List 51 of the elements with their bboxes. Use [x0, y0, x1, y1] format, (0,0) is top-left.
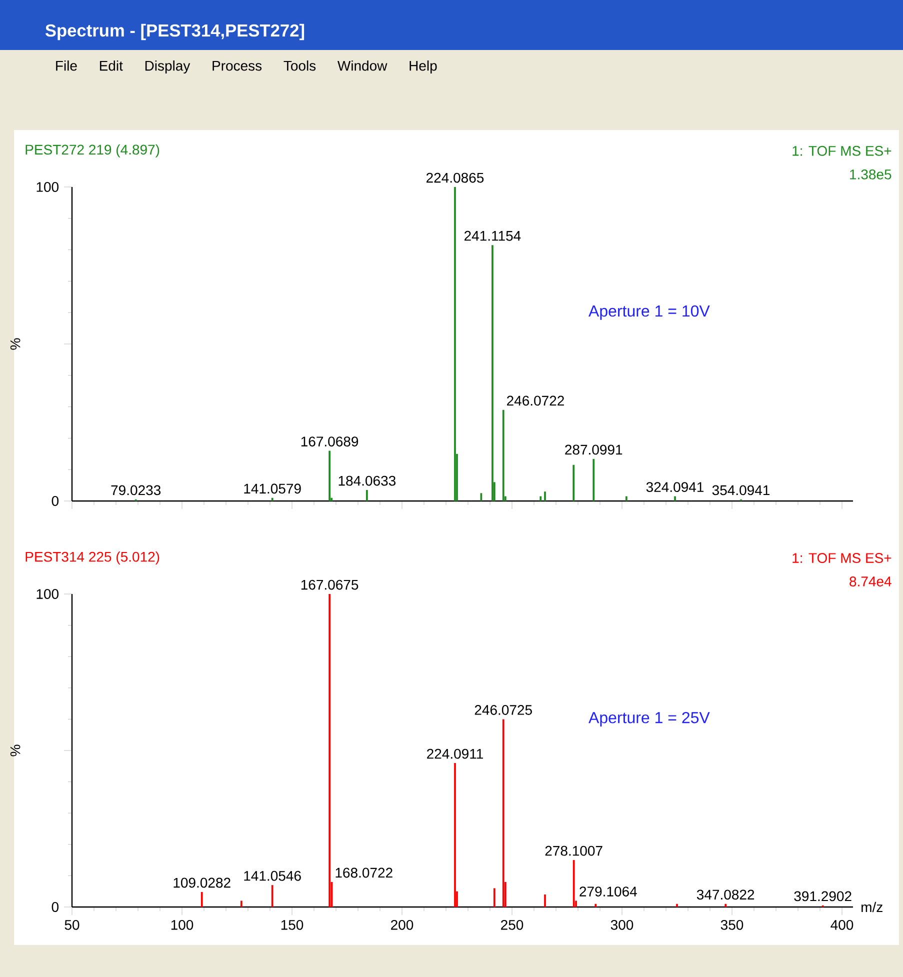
chart-title: PEST272 219 (4.897)	[26, 144, 160, 158]
annotation: 167.0675	[301, 580, 358, 590]
annotation: 224.0911	[427, 748, 483, 759]
annotation: 278.1007	[545, 846, 602, 856]
text: Window	[338, 60, 388, 71]
chart-title: PEST314 225 (5.012)	[26, 551, 160, 565]
annotation: 347.0822	[696, 890, 754, 900]
x-tick-label: 150	[281, 920, 304, 930]
y-tick-label: 100	[36, 182, 59, 192]
annotation: 324.0941	[646, 482, 704, 492]
annotation: 246.0722	[507, 396, 564, 406]
annotation: 287.0991	[565, 444, 622, 455]
text: Spectrum - [PEST314,PEST272]	[45, 24, 304, 40]
annotation: 141.0579	[244, 484, 301, 494]
annotation: 141.0546	[244, 870, 301, 881]
text: File	[56, 60, 77, 71]
text: Edit	[100, 60, 123, 71]
text: 8.74e4	[850, 576, 892, 586]
annotation: 167.0689	[301, 436, 358, 446]
text: Help	[410, 60, 437, 74]
y-axis-title: %	[10, 744, 20, 756]
text: Tools	[284, 60, 316, 71]
text: Display	[145, 60, 190, 74]
text: 1.38e5	[850, 169, 892, 180]
annotation: 224.0865	[426, 172, 484, 183]
x-tick-label: 100	[171, 920, 194, 930]
annotation: 79.0233	[111, 485, 161, 496]
annotation: 109.0282	[174, 878, 230, 888]
annotation: 246.0725	[474, 705, 532, 715]
text: 1: TOF MS ES+	[792, 146, 892, 156]
y-tick-label: 0	[52, 902, 59, 912]
y-tick-label: 0	[52, 496, 59, 506]
text: Process	[212, 60, 262, 71]
y-axis-title: %	[10, 338, 20, 350]
annotation: Aperture 1 = 10V	[588, 305, 710, 320]
x-tick-label: 250	[501, 920, 524, 930]
x-tick-label: 200	[391, 920, 414, 930]
annotation: 184.0633	[338, 476, 396, 486]
annotation: 168.0722	[336, 868, 392, 878]
annotation: Aperture 1 = 25V	[588, 712, 710, 726]
x-tick-label: 350	[720, 920, 744, 930]
x-tick-label: 300	[610, 920, 634, 930]
x-tick-label: 50	[64, 920, 80, 930]
text: 1: TOF MS ES+	[792, 553, 892, 563]
y-tick-label: 100	[36, 589, 59, 599]
x-axis-title: m/z	[862, 902, 882, 912]
annotation: 279.1064	[580, 886, 637, 896]
annotation: 391.2902	[794, 891, 852, 902]
x-tick-label: 400	[830, 920, 854, 930]
annotation: 354.0941	[712, 485, 770, 496]
annotation: 241.1154	[464, 230, 521, 241]
